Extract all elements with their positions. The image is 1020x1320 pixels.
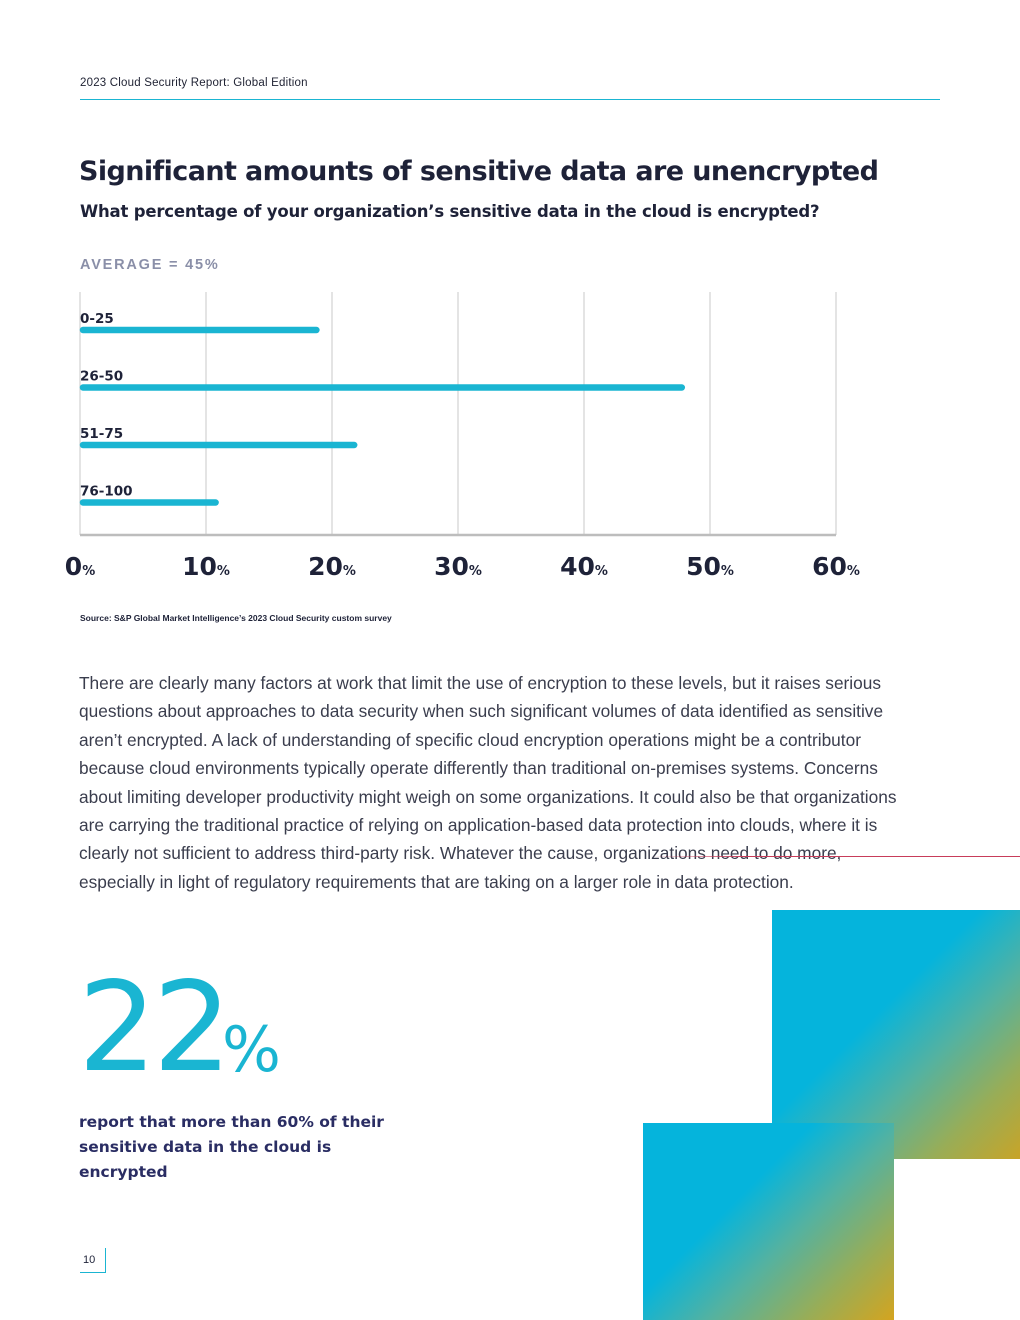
average-label: AVERAGE = 45% (80, 257, 220, 273)
x-tick-label: 10% (182, 552, 230, 581)
bar-category-label: 26-50 (80, 369, 123, 385)
decorative-accent-line (650, 856, 1020, 857)
report-header-title: 2023 Cloud Security Report: Global Editi… (80, 77, 308, 89)
page-title: Significant amounts of sensitive data ar… (79, 156, 879, 187)
bar-category-label: 76-100 (80, 484, 133, 500)
x-tick-label: 40% (560, 552, 608, 581)
survey-question: What percentage of your organization’s s… (80, 202, 820, 221)
decorative-gradient-square-upper (772, 910, 1020, 1159)
bar-category-label: 0-25 (80, 311, 114, 327)
page-number: 10 (80, 1248, 106, 1273)
source-note: Source: S&P Global Market Intelligence’s… (80, 613, 392, 623)
header-divider (80, 99, 940, 100)
stat-number: 22 (78, 956, 232, 1100)
bar-category-label: 51-75 (80, 426, 123, 442)
x-tick-label: 0% (65, 552, 95, 581)
x-tick-label: 30% (434, 552, 482, 581)
stat-percent-sign: % (222, 1013, 281, 1086)
stat-caption: report that more than 60% of their sensi… (79, 1113, 384, 1181)
body-paragraph: There are clearly many factors at work t… (79, 673, 897, 892)
decorative-gradient-square-lower (643, 1123, 894, 1320)
encryption-bar-chart: 0-25 26-50 51-75 76-100 0% 10% 20% 30% 40% 50% 60% (65, 292, 860, 581)
x-tick-label: 50% (686, 552, 734, 581)
x-tick-label: 20% (308, 552, 356, 581)
x-tick-label: 60% (812, 552, 860, 581)
